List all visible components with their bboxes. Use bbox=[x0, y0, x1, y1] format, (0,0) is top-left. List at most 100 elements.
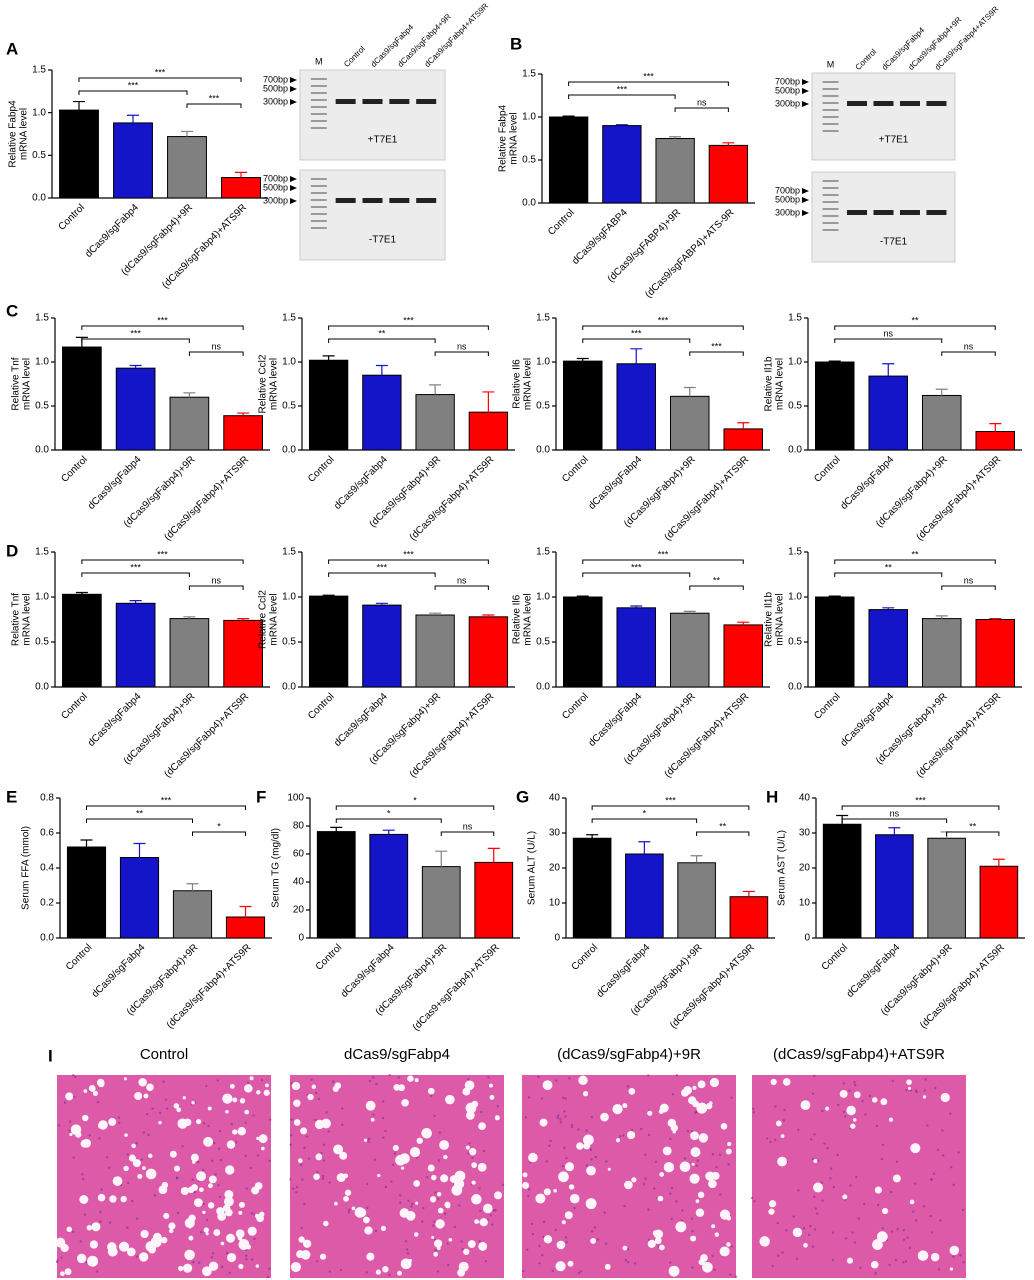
nucleus bbox=[585, 1129, 588, 1132]
significance-label: *** bbox=[128, 80, 139, 90]
nucleus bbox=[496, 1104, 499, 1108]
nucleus bbox=[811, 1245, 815, 1248]
y-axis-label: Serum AST (U/L) bbox=[777, 830, 788, 906]
nucleus bbox=[176, 1211, 180, 1215]
y-axis-label: mRNA level bbox=[269, 358, 280, 410]
nucleus bbox=[908, 1246, 912, 1249]
nucleus bbox=[366, 1182, 369, 1186]
ladder-band bbox=[822, 187, 839, 189]
fat-vacuole bbox=[199, 1187, 204, 1193]
fat-vacuole bbox=[647, 1239, 656, 1248]
fat-vacuole bbox=[654, 1237, 662, 1245]
significance-bracket bbox=[186, 103, 242, 108]
fat-vacuole bbox=[123, 1165, 129, 1172]
nucleus bbox=[605, 1160, 608, 1163]
nucleus bbox=[219, 1158, 222, 1162]
y-tick-label: 0.0 bbox=[35, 445, 49, 456]
marker-arrow bbox=[802, 79, 809, 85]
fat-vacuole bbox=[291, 1081, 301, 1091]
fat-vacuole bbox=[142, 1166, 146, 1171]
fat-vacuole bbox=[188, 1225, 192, 1229]
ladder-band bbox=[310, 99, 327, 101]
fat-vacuole bbox=[311, 1084, 317, 1090]
fat-vacuole bbox=[870, 1260, 879, 1269]
y-tick-label: 1.0 bbox=[282, 592, 296, 603]
fat-vacuole bbox=[871, 1097, 878, 1103]
nucleus bbox=[301, 1178, 304, 1181]
fat-vacuole bbox=[880, 1098, 888, 1106]
gel-band bbox=[416, 99, 437, 104]
fat-vacuole bbox=[392, 1144, 399, 1151]
fat-vacuole bbox=[261, 1146, 265, 1151]
fat-vacuole bbox=[413, 1232, 419, 1237]
fat-vacuole bbox=[768, 1208, 775, 1215]
fat-vacuole bbox=[89, 1240, 99, 1249]
fat-vacuole bbox=[653, 1229, 664, 1239]
nucleus bbox=[234, 1141, 238, 1144]
fat-vacuole bbox=[400, 1166, 405, 1170]
nucleus bbox=[719, 1193, 722, 1196]
ladder-band bbox=[310, 92, 327, 94]
bar bbox=[572, 837, 612, 939]
fat-vacuole bbox=[662, 1146, 672, 1156]
bar bbox=[723, 428, 764, 451]
nucleus bbox=[421, 1220, 424, 1223]
significance-label: *** bbox=[155, 67, 166, 77]
marker-arrow bbox=[290, 198, 297, 204]
significance-bracket bbox=[941, 351, 996, 356]
y-axis-label: Relative Ccl2 bbox=[258, 354, 269, 413]
bar bbox=[221, 177, 261, 199]
gel-band bbox=[873, 101, 894, 106]
nucleus bbox=[813, 1228, 817, 1231]
error-bar bbox=[586, 834, 599, 839]
fat-vacuole bbox=[433, 1251, 439, 1257]
nucleus bbox=[922, 1205, 926, 1208]
fat-vacuole bbox=[471, 1180, 476, 1185]
fat-vacuole bbox=[407, 1075, 414, 1082]
fat-vacuole bbox=[853, 1091, 861, 1099]
fat-vacuole bbox=[586, 1165, 596, 1176]
nucleus bbox=[929, 1178, 933, 1181]
nucleus bbox=[669, 1137, 672, 1141]
significance-label: ns bbox=[211, 575, 221, 585]
fat-vacuole bbox=[182, 1096, 186, 1100]
ladder-band bbox=[310, 213, 327, 215]
nucleus bbox=[952, 1183, 955, 1186]
marker-label: 500bp bbox=[263, 83, 288, 93]
fat-vacuole bbox=[607, 1167, 611, 1171]
fat-vacuole bbox=[307, 1093, 314, 1101]
nucleus bbox=[411, 1202, 414, 1205]
nucleus bbox=[829, 1176, 832, 1180]
bar bbox=[225, 916, 266, 939]
gel-condition: -T7E1 bbox=[880, 237, 908, 248]
significance-bracket bbox=[328, 559, 489, 564]
nucleus bbox=[245, 1254, 248, 1257]
nucleus bbox=[815, 1212, 819, 1215]
y-tick-label: 1.0 bbox=[32, 107, 46, 118]
fat-vacuole bbox=[351, 1206, 356, 1211]
error-bar bbox=[989, 423, 1002, 432]
bar bbox=[66, 846, 107, 939]
bar bbox=[62, 346, 102, 451]
panel-label: D bbox=[6, 541, 18, 560]
error-bar bbox=[429, 384, 442, 395]
nucleus bbox=[647, 1074, 650, 1077]
x-tick-label: (dCas9+sgFabp4)+ATS9R bbox=[411, 942, 502, 1033]
nucleus bbox=[573, 1206, 576, 1210]
nucleus bbox=[902, 1261, 905, 1264]
ladder-band bbox=[822, 229, 839, 231]
nucleus bbox=[131, 1199, 134, 1203]
nucleus bbox=[715, 1166, 718, 1169]
fat-vacuole bbox=[229, 1083, 235, 1089]
marker-label: 700bp bbox=[263, 74, 288, 84]
nucleus bbox=[863, 1202, 866, 1206]
nucleus bbox=[382, 1100, 385, 1103]
x-tick-label: Control bbox=[56, 202, 87, 233]
nucleus bbox=[484, 1260, 488, 1263]
fat-vacuole bbox=[158, 1120, 162, 1125]
nucleus bbox=[891, 1079, 895, 1083]
nucleus bbox=[460, 1240, 463, 1243]
nucleus bbox=[307, 1157, 311, 1160]
y-tick-label: 80 bbox=[293, 821, 305, 832]
nucleus bbox=[627, 1261, 630, 1264]
